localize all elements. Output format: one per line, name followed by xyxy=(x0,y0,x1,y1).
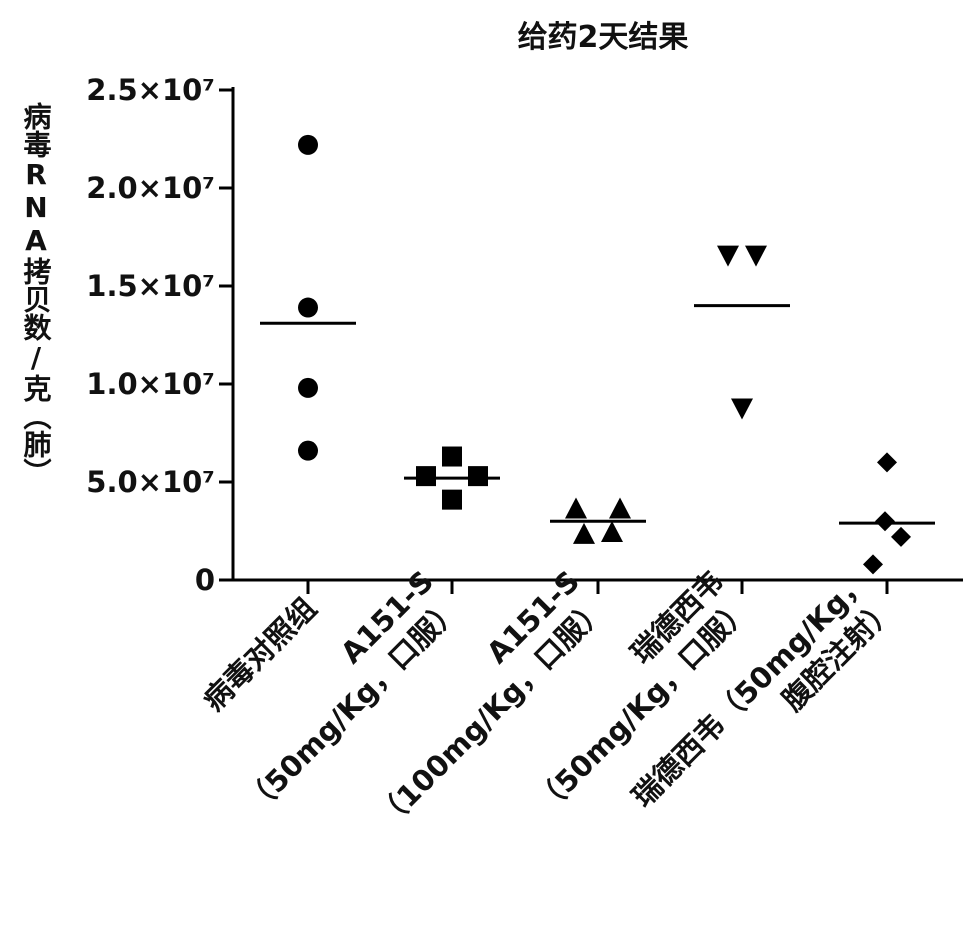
data-point-triangle-up xyxy=(601,521,623,542)
data-point-triangle-down xyxy=(731,399,753,420)
y-tick-label: 0 xyxy=(195,563,215,597)
data-point-circle xyxy=(298,135,318,155)
data-point-triangle-down xyxy=(745,246,767,267)
data-point-square xyxy=(442,447,462,467)
data-point-diamond xyxy=(875,511,895,531)
y-tick-label: 2.5×10⁷ xyxy=(86,73,215,107)
chart-title: 给药2天结果 xyxy=(518,20,689,55)
data-point-triangle-up xyxy=(609,497,631,518)
data-point-square xyxy=(442,490,462,510)
data-point-square xyxy=(416,466,436,486)
data-marks xyxy=(298,135,911,574)
y-tick-label: 1.5×10⁷ xyxy=(86,269,215,303)
x-ticks: 病毒对照组A151-S（50mg/Kg，口服）A151-S（100mg/Kg，口… xyxy=(196,564,902,841)
data-point-circle xyxy=(298,378,318,398)
mean-lines xyxy=(260,306,935,524)
y-tick-label: 5.0×10⁷ xyxy=(86,465,215,499)
data-point-diamond xyxy=(877,452,897,472)
data-point-triangle-up xyxy=(573,523,595,544)
y-axis-label: 病毒RNA拷贝数/克（肺） xyxy=(20,102,53,486)
data-point-square xyxy=(468,466,488,486)
axes xyxy=(233,87,963,580)
x-tick-label-group: 病毒对照组 xyxy=(196,591,323,718)
data-point-diamond xyxy=(863,554,883,574)
y-tick-label: 1.0×10⁷ xyxy=(86,367,215,401)
data-point-triangle-up xyxy=(565,497,587,518)
data-point-circle xyxy=(298,441,318,461)
y-ticks: 0 5.0×10⁷ 1.0×10⁷ 1.5×10⁷ 2.0×10⁷ 2.5×10⁷ xyxy=(86,73,233,597)
x-tick-label: 病毒对照组 xyxy=(196,591,323,718)
data-point-diamond xyxy=(891,527,911,547)
y-tick-label: 2.0×10⁷ xyxy=(86,171,215,205)
data-point-triangle-down xyxy=(717,246,739,267)
data-point-circle xyxy=(298,298,318,318)
